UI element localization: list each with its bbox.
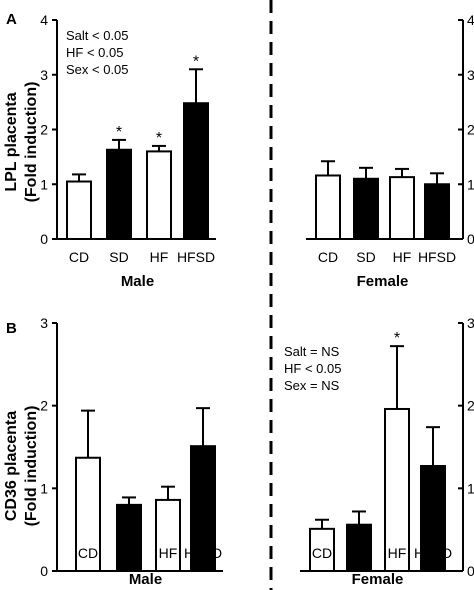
bar-sd <box>116 503 142 572</box>
x-tick-label: HFSD <box>184 545 222 561</box>
x-tick-label: SD <box>119 545 138 561</box>
y-tick-label-right: 2 <box>467 122 474 138</box>
stats-annotation: Sex = NS <box>284 378 340 393</box>
y-tick-label-left: 2 <box>40 122 48 138</box>
x-tick-label: CD <box>78 545 98 561</box>
y-tick-label-left: 3 <box>40 67 48 83</box>
x-tick-label: CD <box>312 545 332 561</box>
y-tick-label-right: 1 <box>467 176 474 192</box>
y-axis-label-b-line1: CD36 placenta <box>3 411 20 521</box>
bar-hf <box>384 407 410 572</box>
stats-annotation: Salt < 0.05 <box>66 28 129 43</box>
y-axis-label-a-line1: LPL placenta <box>3 92 20 191</box>
x-tick-label: HF <box>150 249 169 265</box>
bar-hfsd <box>424 183 450 240</box>
x-tick-label: SD <box>109 249 128 265</box>
y-tick-label-left: 3 <box>40 315 48 331</box>
bar-sd <box>106 148 132 241</box>
y-tick-label-right: 2 <box>467 398 474 414</box>
y-tick-label-left: 0 <box>40 231 48 247</box>
bar-hfsd <box>183 102 209 240</box>
group-label: Male <box>121 273 154 290</box>
y-tick-label-right: 0 <box>467 563 474 579</box>
x-tick-label: CD <box>69 249 89 265</box>
bar-hf <box>155 498 181 573</box>
bar-hfsd <box>420 465 446 572</box>
y-tick-label-left: 1 <box>40 176 48 192</box>
bar-cd <box>66 180 92 240</box>
bar-sd <box>353 177 379 240</box>
x-tick-label: HFSD <box>177 249 215 265</box>
stats-annotation: HF < 0.05 <box>284 361 341 376</box>
x-tick-label: SD <box>356 249 375 265</box>
y-tick-label-right: 3 <box>467 67 474 83</box>
y-tick-label-left: 0 <box>40 563 48 579</box>
significance-star: * <box>116 124 122 141</box>
y-tick-label-left: 1 <box>40 480 48 496</box>
y-axis-label-b-line2: (Fold induction) <box>23 406 40 527</box>
significance-star: * <box>193 53 199 70</box>
panel-label-b: B <box>6 320 17 337</box>
y-tick-label-right: 0 <box>467 231 474 247</box>
x-tick-label: HFSD <box>418 249 456 265</box>
significance-star: * <box>156 130 162 147</box>
bar-hf <box>389 176 415 241</box>
x-tick-label: HF <box>159 545 178 561</box>
bar-cd <box>315 174 341 241</box>
group-label: Male <box>129 571 162 588</box>
x-tick-label: HF <box>393 249 412 265</box>
stats-annotation: HF < 0.05 <box>66 45 123 60</box>
x-tick-label: SD <box>349 545 368 561</box>
group-label: Female <box>352 571 404 588</box>
bar-cd <box>309 527 335 573</box>
y-axis-label-a-line2: (Fold induction) <box>23 82 40 203</box>
bar-cd <box>75 456 101 573</box>
panel-a: A LPL placenta (Fold induction) 0 1 2 3 4 0 1 2… <box>3 11 474 290</box>
stats-annotation: Salt = NS <box>284 344 340 359</box>
bar-sd <box>346 523 372 572</box>
plot-area-b: 0 1 2 3 0 1 2 3 CD SD HF HFSD Male CD SD * HF HFSD Female S… <box>40 315 474 588</box>
y-tick-label-left: 4 <box>40 12 48 28</box>
panel-label-a: A <box>6 11 17 28</box>
stats-annotation: Sex < 0.05 <box>66 62 129 77</box>
y-tick-label-right: 4 <box>467 12 474 28</box>
x-tick-label: CD <box>318 249 338 265</box>
bar-hf <box>146 150 172 240</box>
y-tick-label-left: 2 <box>40 398 48 414</box>
y-tick-label-right: 1 <box>467 480 474 496</box>
significance-star: * <box>394 330 400 347</box>
panel-b: B CD36 placenta (Fold induction) 0 1 2 3 0 1 2… <box>3 315 474 588</box>
y-tick-label-right: 3 <box>467 315 474 331</box>
group-label: Female <box>357 273 409 290</box>
x-tick-label: HF <box>388 545 407 561</box>
x-tick-label: HFSD <box>414 545 452 561</box>
bar-hfsd <box>190 445 216 573</box>
